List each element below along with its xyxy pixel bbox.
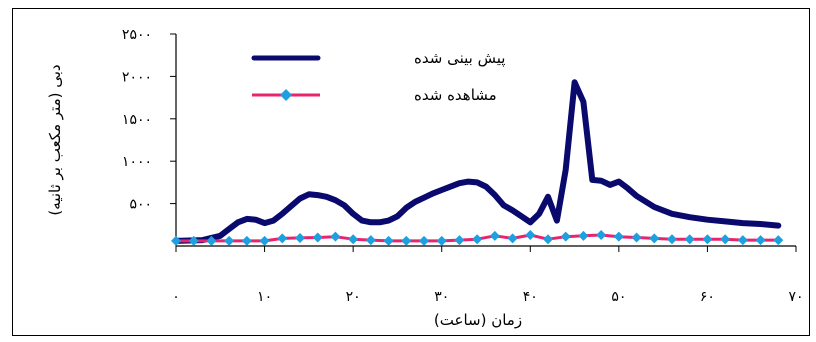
observed-point — [684, 234, 695, 245]
observed-point — [773, 235, 784, 246]
observed-point — [560, 231, 571, 242]
observed-point — [613, 231, 624, 242]
observed-point — [171, 235, 181, 246]
x-axis-title: زمان (ساعت) — [434, 311, 522, 329]
y-axis-title: دبی (متر مکعب بر ثانیه) — [46, 64, 64, 215]
x-tick-label: ۰ — [172, 289, 180, 305]
y-tick-label: ۱۵۰۰ — [122, 112, 152, 128]
observed-point — [631, 232, 642, 243]
x-tick-label: ۱۰ — [257, 289, 272, 305]
y-tick-label: ۱۰۰۰ — [122, 154, 152, 170]
y-tick-label: ۵۰۰ — [129, 197, 152, 213]
observed-point — [330, 231, 341, 242]
chart-frame — [12, 8, 810, 336]
observed-point — [259, 235, 270, 246]
observed-point — [277, 233, 288, 244]
observed-point — [702, 234, 713, 245]
x-tick-label: ۳۰ — [434, 289, 449, 305]
x-tick-label: ۷۰ — [788, 289, 803, 305]
legend-marker-observed — [280, 89, 292, 101]
observed-point — [206, 235, 217, 246]
observed-point — [525, 229, 536, 240]
x-tick-label: ۵۰ — [611, 289, 626, 305]
x-tick-label: ۲۰ — [346, 289, 361, 305]
observed-point — [720, 234, 731, 245]
observed-point — [507, 233, 518, 244]
y-tick-label: ۲۰۰۰ — [122, 69, 152, 85]
observed-point — [596, 229, 607, 240]
observed-point — [295, 232, 305, 243]
observed-point — [454, 235, 465, 246]
observed-point — [312, 232, 323, 243]
observed-point — [472, 234, 483, 245]
observed-point — [365, 235, 376, 246]
observed-point — [436, 235, 447, 246]
observed-point — [419, 235, 429, 246]
observed-point — [241, 235, 252, 246]
observed-point — [401, 235, 412, 246]
observed-point — [737, 235, 748, 246]
observed-point — [543, 234, 553, 245]
observed-point — [755, 235, 766, 246]
x-tick-label: ۶۰ — [700, 289, 715, 305]
observed-point — [383, 235, 394, 246]
series-line-predicted — [173, 79, 782, 244]
observed-point — [188, 235, 199, 246]
observed-point — [348, 234, 359, 245]
legend-label-predicted: پیش بینی شده — [414, 49, 505, 68]
observed-point — [667, 234, 677, 245]
x-tick-label: ۴۰ — [523, 289, 538, 305]
observed-point — [489, 230, 500, 241]
observed-point — [649, 233, 660, 244]
legend-label-observed: مشاهده شده — [414, 86, 497, 104]
y-tick-label: ۲۵۰۰ — [122, 27, 152, 43]
observed-point — [578, 230, 589, 241]
observed-point — [224, 235, 235, 246]
